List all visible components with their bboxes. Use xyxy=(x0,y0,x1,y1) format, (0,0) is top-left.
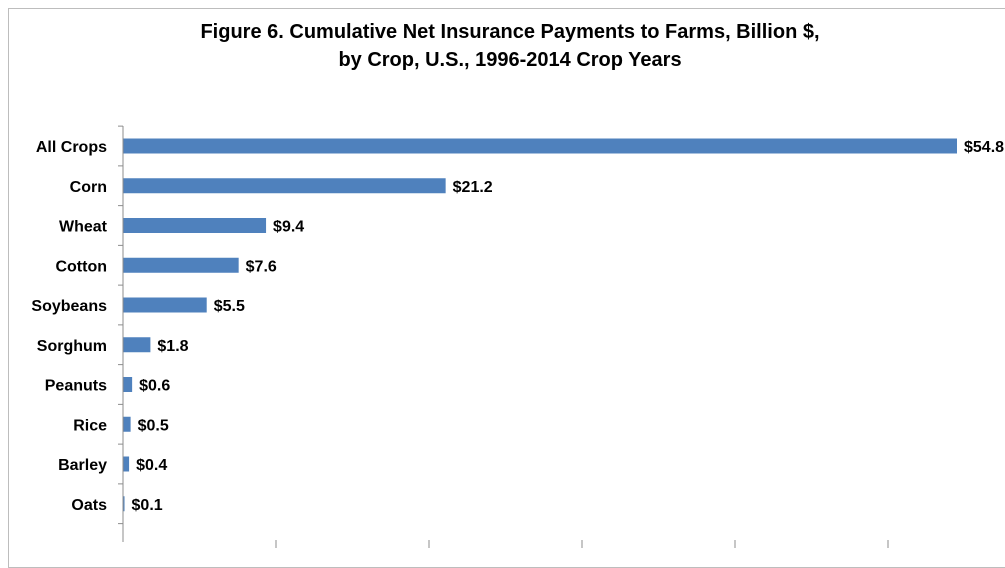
data-label: $9.4 xyxy=(273,219,304,236)
bar-chart: All Crops $54.8 Corn $21.2 Wheat $9.4 Cotton $7… xyxy=(31,125,1004,548)
data-label: $0.5 xyxy=(138,417,169,434)
bars-layer xyxy=(123,138,957,512)
category-label: Sorghum xyxy=(37,338,107,355)
bar-oats xyxy=(123,496,125,512)
category-label: Rice xyxy=(73,417,107,434)
chart-subtitle: by Crop, U.S., 1996-2014 Crop Years xyxy=(338,49,682,71)
category-label: Soybeans xyxy=(31,298,107,315)
category-label: Peanuts xyxy=(45,378,107,395)
labels-layer: All Crops $54.8 Corn $21.2 Wheat $9.4 Cotton $7… xyxy=(31,139,1004,514)
data-label: $0.6 xyxy=(139,378,170,395)
data-label: $1.8 xyxy=(157,338,188,355)
category-label: Cotton xyxy=(55,258,107,275)
bar-barley xyxy=(123,456,130,472)
chart-title: Figure 6. Cumulative Net Insurance Payme… xyxy=(200,21,820,43)
data-label: $0.1 xyxy=(132,497,163,514)
data-label: $0.4 xyxy=(136,457,167,474)
axis-layer xyxy=(118,125,889,548)
bar-wheat xyxy=(123,218,267,233)
chart-frame xyxy=(8,8,1005,568)
bar-peanuts xyxy=(123,377,133,392)
category-label: Corn xyxy=(70,179,107,196)
category-label: All Crops xyxy=(36,139,107,156)
data-label: $7.6 xyxy=(246,258,277,275)
bar-all-crops xyxy=(123,138,957,154)
category-label: Oats xyxy=(71,497,107,514)
data-label: $21.2 xyxy=(453,179,493,196)
bar-rice xyxy=(123,416,131,432)
bar-corn xyxy=(123,178,446,194)
bar-cotton xyxy=(123,257,239,273)
category-label: Wheat xyxy=(59,219,108,236)
data-label: $54.8 xyxy=(964,139,1004,156)
bar-sorghum xyxy=(123,337,151,353)
bar-soybeans xyxy=(123,297,207,313)
data-label: $5.5 xyxy=(214,298,245,315)
category-label: Barley xyxy=(58,457,107,474)
